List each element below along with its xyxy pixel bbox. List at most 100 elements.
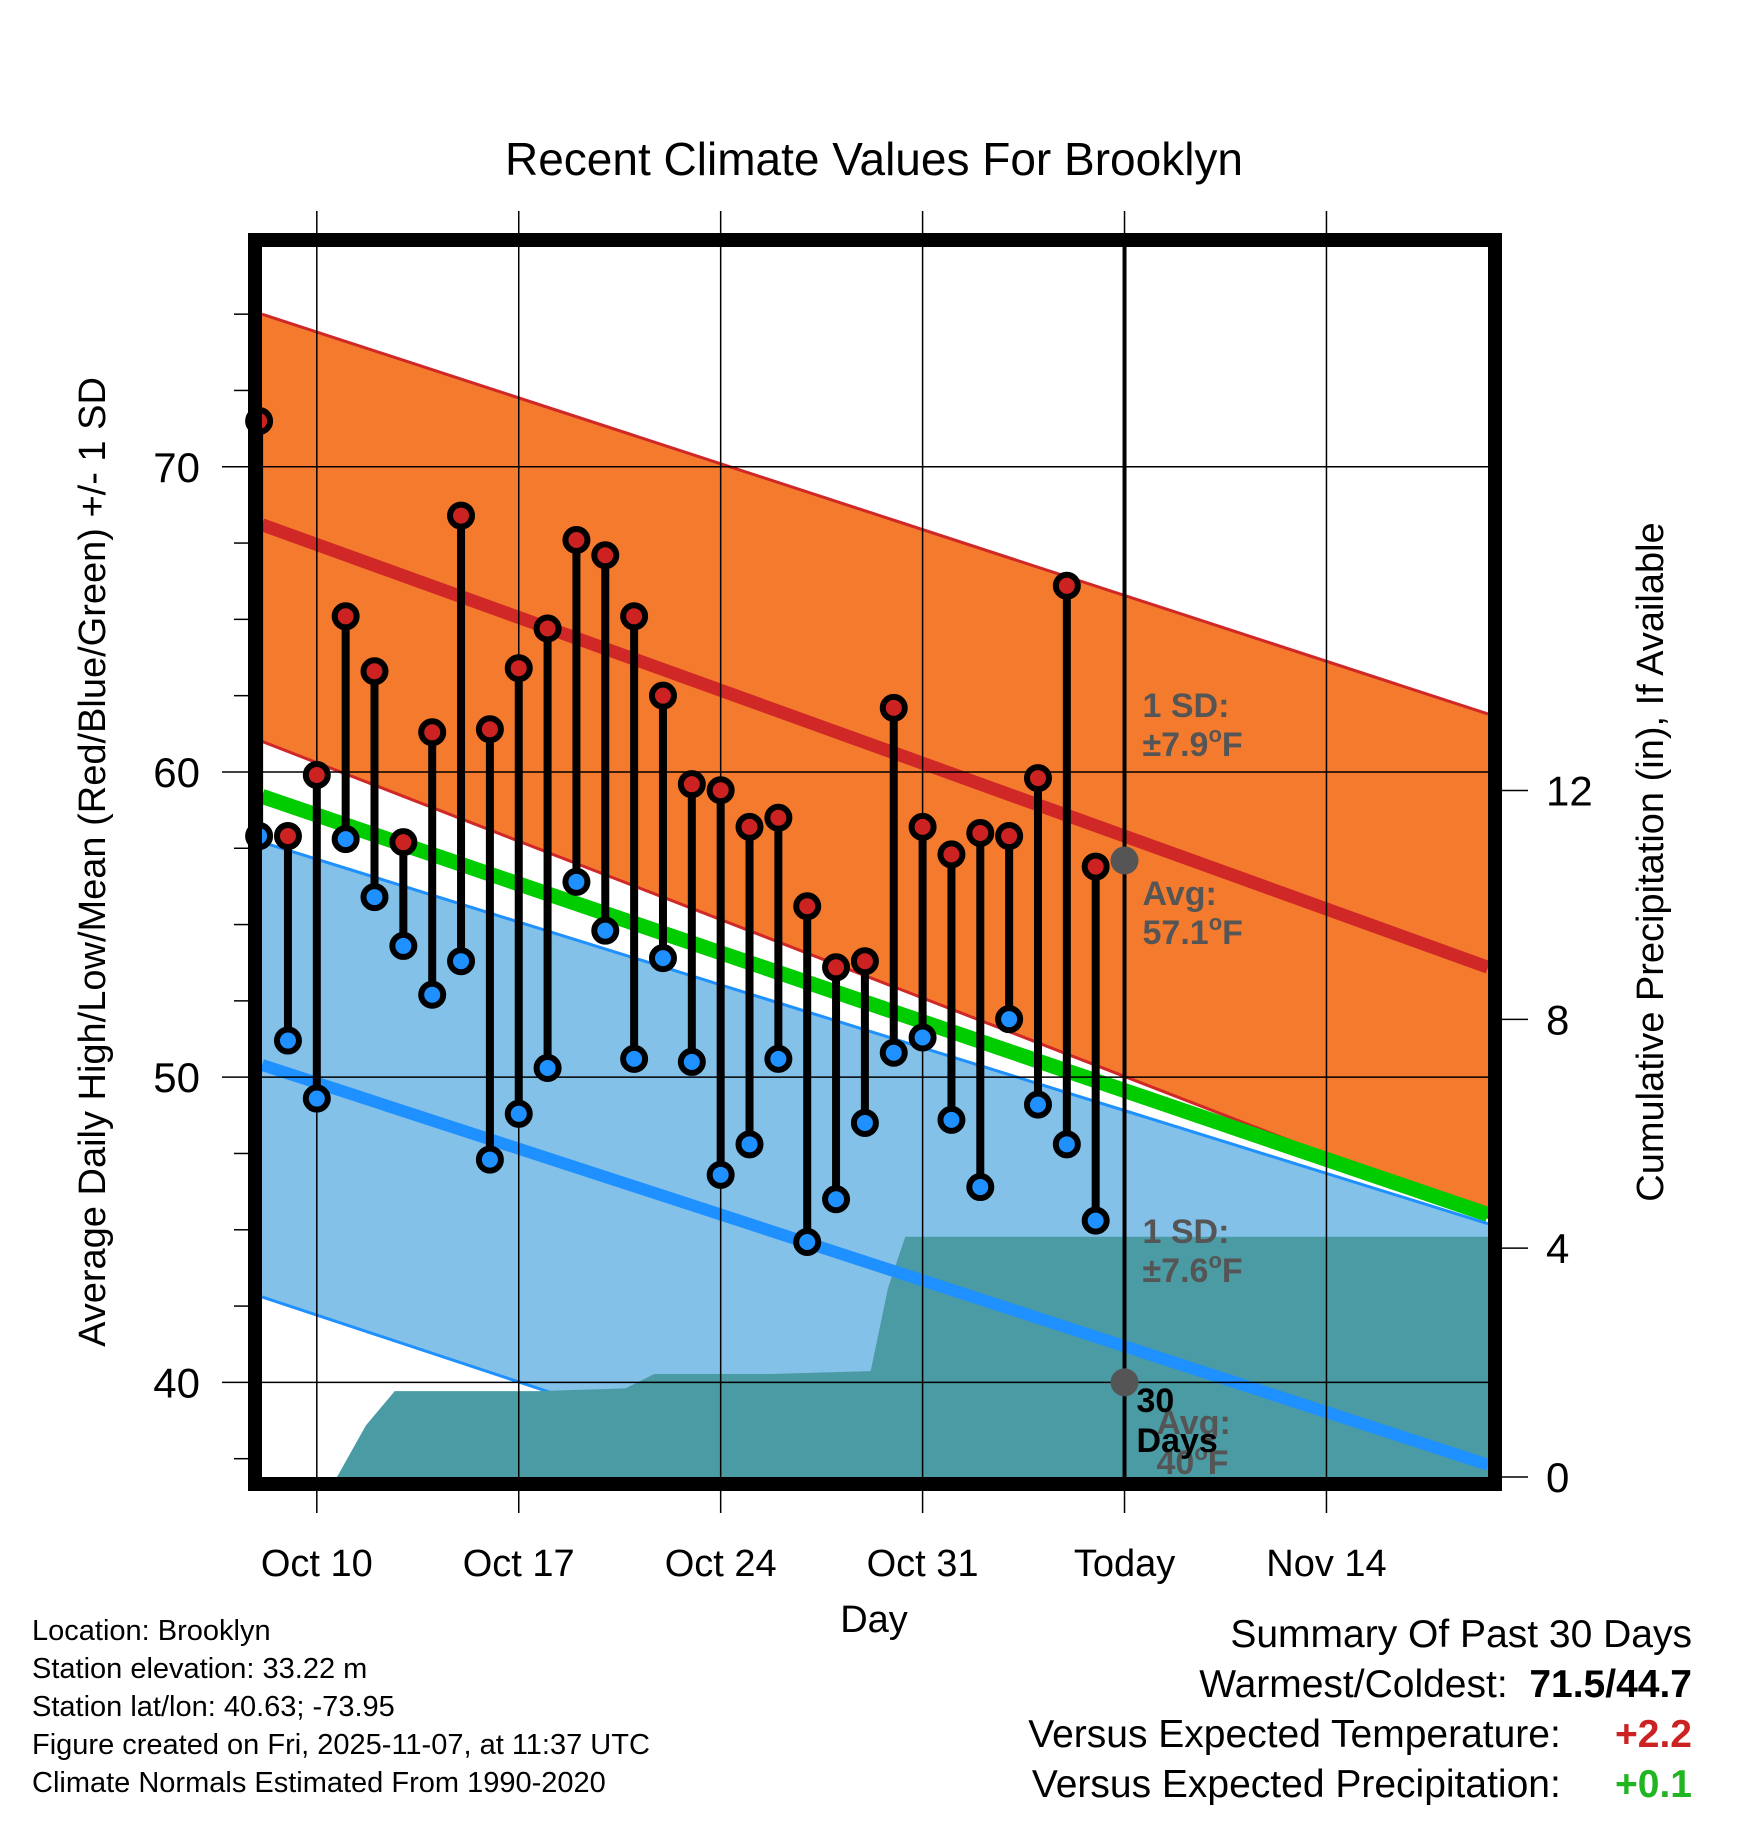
daily-low-point bbox=[475, 1145, 504, 1174]
daily-low-point bbox=[937, 1105, 966, 1134]
daily-high-point bbox=[1052, 571, 1081, 600]
low-avg-label: Avg: bbox=[1157, 1404, 1231, 1442]
daily-low-point bbox=[822, 1185, 851, 1214]
today-high-avg-marker bbox=[1110, 846, 1139, 875]
daily-low-point bbox=[995, 1005, 1024, 1034]
daily-high-point bbox=[677, 770, 706, 799]
daily-low-point bbox=[764, 1044, 793, 1073]
daily-low-point bbox=[591, 916, 620, 945]
daily-low-point bbox=[908, 1023, 937, 1052]
footer-normals: Climate Normals Estimated From 1990-2020 bbox=[32, 1767, 606, 1799]
daily-high-point bbox=[764, 803, 793, 832]
daily-high-point bbox=[620, 602, 649, 631]
daily-high-point bbox=[504, 654, 533, 683]
summary-temp-value: +2.2 bbox=[1615, 1713, 1692, 1756]
chart-title: Recent Climate Values For Brooklyn bbox=[505, 133, 1243, 185]
daily-high-point bbox=[389, 828, 418, 857]
normal-high-line bbox=[262, 518, 1488, 974]
daily-low-point bbox=[1052, 1130, 1081, 1159]
daily-low-point bbox=[533, 1054, 562, 1083]
days-label-text: Days bbox=[1137, 1422, 1218, 1460]
daily-high-point bbox=[966, 819, 995, 848]
x-tick-label: Oct 10 bbox=[261, 1543, 373, 1585]
x-tick-label: Oct 17 bbox=[463, 1543, 575, 1585]
y-axis-label: Average Daily High/Low/Mean (Red/Blue/Gr… bbox=[72, 377, 114, 1347]
daily-high-point bbox=[995, 822, 1024, 851]
daily-low-point bbox=[418, 980, 447, 1009]
high-sd-value: ±7.9oF bbox=[1143, 722, 1243, 764]
daily-low-point bbox=[677, 1047, 706, 1076]
y2-axis-label: Cumulative Precipitation (in), If Availa… bbox=[1630, 522, 1672, 1201]
footer-elevation: Station elevation: 33.22 m bbox=[32, 1653, 368, 1685]
daily-low-point bbox=[966, 1173, 995, 1202]
daily-high-point bbox=[331, 602, 360, 631]
high-avg-value: 57.1oF bbox=[1143, 910, 1243, 952]
daily-low-point bbox=[793, 1227, 822, 1256]
daily-high-point bbox=[360, 657, 389, 686]
daily-low-point bbox=[389, 931, 418, 960]
low-avg-value: 40oF bbox=[1157, 1440, 1229, 1482]
daily-high-point bbox=[418, 718, 447, 747]
daily-low-point bbox=[273, 1026, 302, 1055]
daily-low-point bbox=[1081, 1206, 1110, 1235]
daily-high-point bbox=[273, 822, 302, 851]
daily-high-point bbox=[1023, 764, 1052, 793]
high-avg-label: Avg: bbox=[1143, 875, 1217, 913]
summary-precip-label: Versus Expected Precipitation: bbox=[1031, 1763, 1561, 1806]
footer-latlon: Station lat/lon: 40.63; -73.95 bbox=[32, 1691, 395, 1723]
daily-high-point bbox=[648, 681, 677, 710]
summary-warm-cold-value: 71.5/44.7 bbox=[1529, 1663, 1692, 1706]
x-tick-label: Oct 31 bbox=[867, 1543, 979, 1585]
today-low-avg-marker bbox=[1110, 1368, 1139, 1397]
high-band-upper-edge bbox=[262, 312, 1488, 716]
y2-tick-label: 12 bbox=[1546, 767, 1593, 814]
daily-high-point bbox=[908, 812, 937, 841]
daily-high-point bbox=[822, 953, 851, 982]
normal-low-line bbox=[262, 1059, 1488, 1471]
summary-precip: Versus Expected Precipitation: +0.1 bbox=[1028, 1760, 1692, 1810]
daily-high-point bbox=[562, 526, 591, 555]
daily-high-point bbox=[850, 947, 879, 976]
daily-high-point bbox=[879, 693, 908, 722]
daily-high-point bbox=[475, 715, 504, 744]
daily-low-point bbox=[331, 825, 360, 854]
daily-low-point bbox=[879, 1038, 908, 1067]
daily-low-point bbox=[648, 944, 677, 973]
y2-tick-label: 8 bbox=[1546, 996, 1569, 1043]
daily-low-point bbox=[504, 1099, 533, 1128]
y-tick-label: 50 bbox=[153, 1054, 200, 1101]
days-label-number: 30 bbox=[1137, 1382, 1175, 1420]
daily-low-point bbox=[706, 1160, 735, 1189]
summary-panel: Summary Of Past 30 Days Warmest/Coldest:… bbox=[1028, 1610, 1692, 1810]
summary-precip-value: +0.1 bbox=[1615, 1763, 1692, 1806]
normal-mean-line bbox=[262, 789, 1488, 1222]
daily-high-point bbox=[793, 892, 822, 921]
y-tick-label: 40 bbox=[153, 1359, 200, 1406]
daily-high-point bbox=[735, 812, 764, 841]
daily-low-point bbox=[735, 1130, 764, 1159]
footer-created: Figure created on Fri, 2025-11-07, at 11… bbox=[32, 1729, 650, 1761]
daily-low-point bbox=[1023, 1090, 1052, 1119]
daily-high-point bbox=[591, 541, 620, 570]
plot-frame bbox=[248, 233, 1502, 1491]
summary-temp-label: Versus Expected Temperature: bbox=[1028, 1713, 1561, 1756]
daily-low-point bbox=[360, 883, 389, 912]
daily-high-point bbox=[447, 501, 476, 530]
high-sd-label: 1 SD: bbox=[1143, 687, 1230, 725]
daily-low-point bbox=[850, 1108, 879, 1137]
y2-tick-label: 4 bbox=[1546, 1225, 1569, 1272]
daily-high-point bbox=[706, 776, 735, 805]
low-band-lower-edge bbox=[262, 1295, 811, 1477]
summary-heading: Summary Of Past 30 Days bbox=[1230, 1613, 1692, 1656]
y2-tick-label: 0 bbox=[1546, 1454, 1569, 1501]
y-tick-label: 60 bbox=[153, 749, 200, 796]
daily-high-point bbox=[533, 614, 562, 643]
x-tick-label: Today bbox=[1074, 1543, 1175, 1585]
footer-location: Location: Brooklyn bbox=[32, 1615, 271, 1647]
low-sd-label: 1 SD: bbox=[1143, 1213, 1230, 1251]
summary-warm-cold: Warmest/Coldest: 71.5/44.7 bbox=[1028, 1660, 1692, 1710]
daily-high-point bbox=[1081, 852, 1110, 881]
daily-low-point bbox=[447, 947, 476, 976]
low-band-upper-edge bbox=[262, 840, 1488, 1226]
